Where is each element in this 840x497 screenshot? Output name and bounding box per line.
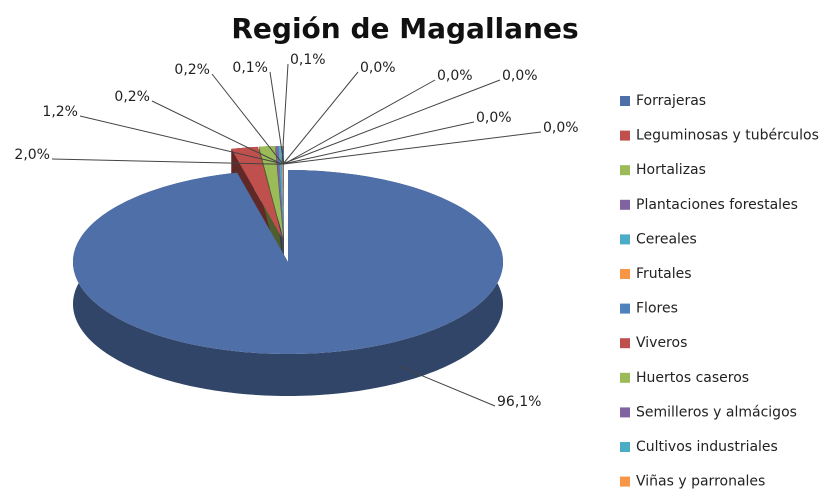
legend-swatch — [620, 130, 630, 141]
legend-swatch — [620, 407, 630, 418]
legend-label: Huertos caseros — [636, 370, 749, 386]
legend-label: Viñas y parronales — [636, 474, 765, 490]
legend-label: Forrajeras — [636, 93, 706, 109]
data-label: 0,1% — [232, 60, 268, 76]
leader-line — [281, 63, 289, 165]
leader-line — [269, 71, 285, 165]
data-label: 96,1% — [497, 394, 541, 410]
legend-label: Frutales — [636, 266, 692, 282]
legend-swatch — [620, 303, 630, 314]
legend-swatch — [620, 165, 630, 176]
chart-title: Región de Magallanes — [231, 12, 578, 45]
data-label: 0,1% — [290, 52, 326, 68]
legend-swatch — [620, 269, 630, 279]
legend-label: Plantaciones forestales — [636, 197, 798, 213]
leader-line — [211, 73, 284, 165]
legend-swatch — [620, 476, 630, 487]
legend-label: Leguminosas y tubérculos — [636, 128, 819, 144]
pie-slice — [281, 146, 284, 239]
data-label: 0,2% — [174, 62, 210, 78]
leader-line — [79, 115, 284, 165]
legend-label: Cereales — [636, 231, 697, 247]
legend-label: Semilleros y almácigos — [636, 404, 797, 420]
pie-slice — [275, 146, 284, 239]
legend-swatch — [620, 234, 630, 245]
pie-slice — [282, 146, 284, 239]
leader-line — [398, 365, 496, 407]
leader-line — [283, 79, 436, 165]
legend-label: Flores — [636, 301, 678, 317]
data-label: 0,0% — [476, 110, 512, 126]
leader-line — [283, 131, 542, 165]
pie-slice — [73, 170, 503, 354]
legend-label: Hortalizas — [636, 162, 706, 178]
leader-line — [151, 100, 282, 165]
data-label: 0,0% — [437, 68, 473, 84]
leader-line — [282, 71, 359, 165]
pie-slice — [231, 146, 283, 239]
legend-label: Cultivos industriales — [636, 439, 778, 455]
data-label: 2,0% — [14, 147, 50, 163]
data-label: 1,2% — [42, 104, 78, 120]
pie-slice — [278, 146, 284, 239]
legend-swatch — [620, 442, 630, 452]
data-label: 0,0% — [543, 120, 579, 136]
legend-swatch — [620, 372, 630, 383]
legend-label: Viveros — [636, 335, 687, 351]
leader-line — [51, 158, 282, 165]
legend-swatch — [620, 338, 630, 349]
legend-swatch — [620, 199, 630, 210]
leader-line — [281, 79, 501, 165]
pie-slice — [258, 146, 284, 239]
leader-line — [282, 121, 475, 165]
data-label: 0,0% — [502, 68, 538, 84]
data-label: 0,2% — [114, 89, 150, 105]
legend-swatch — [620, 96, 630, 106]
data-label: 0,0% — [360, 60, 396, 76]
